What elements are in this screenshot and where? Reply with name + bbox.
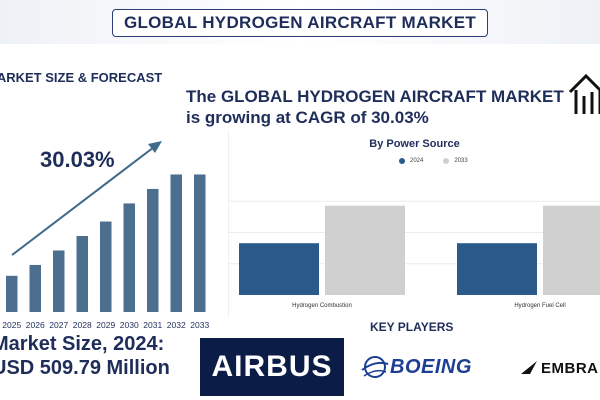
year-tick-label: 2027 — [49, 320, 69, 330]
page-title: GLOBAL HYDROGEN AIRCRAFT MARKET — [112, 9, 488, 37]
legend-label-2033: 2033 — [454, 158, 468, 164]
power-bar-2024 — [457, 243, 537, 295]
embraer-emblem-icon — [521, 361, 537, 374]
power-source-chart: Hydrogen Combustion Hydrogen Fuel Cell — [229, 200, 600, 309]
year-tick-label: 2029 — [96, 320, 116, 330]
boeing-wordmark: BOEING — [390, 355, 472, 378]
power-source-panel: By Power Source 2024 2033 Hydrogen Combu… — [228, 130, 600, 318]
year-tick-label: 2031 — [143, 320, 163, 330]
legend-item-2024: 2024 — [399, 158, 423, 164]
chart-title: By Power Source — [369, 138, 460, 150]
power-bar-2024 — [239, 243, 319, 295]
year-tick-label: 2026 — [25, 320, 45, 330]
embraer-wordmark: EMBRA — [541, 359, 599, 377]
category-label: Hydrogen Fuel Cell — [514, 303, 565, 309]
growth-chart — [6, 141, 206, 312]
year-tick-label: 2028 — [72, 320, 92, 330]
legend-item-2033: 2033 — [443, 158, 468, 164]
year-tick-label: 2030 — [119, 320, 139, 330]
year-axis: 2025 2026 2027 2028 2029 2030 2031 2032 2033 — [0, 320, 215, 334]
growth-bar — [6, 275, 18, 312]
key-players-heading: KEY PLAYERS — [370, 320, 454, 334]
legend-swatch-2024 — [399, 158, 405, 164]
market-size-heading: MARKET SIZE & FORECAST — [0, 70, 163, 85]
year-tick-label: 2032 — [166, 320, 186, 330]
headline-text: The GLOBAL HYDROGEN AIRCRAFT MARKET is g… — [186, 87, 564, 127]
boeing-logo: BOEING — [360, 345, 490, 389]
power-bar-2033 — [325, 205, 405, 295]
cagr-label: 30.03% — [40, 147, 115, 172]
growth-bar — [147, 188, 159, 312]
power-bar-2033 — [543, 205, 600, 295]
year-tick-label: 2033 — [190, 320, 210, 330]
legend-label-2024: 2024 — [410, 158, 424, 164]
legend-swatch-2033 — [443, 158, 450, 164]
growth-arrow-icon — [11, 143, 159, 256]
growth-bar — [170, 174, 182, 312]
house-chart-icon — [568, 73, 600, 114]
growth-bar — [53, 250, 65, 312]
title-bar: GLOBAL HYDROGEN AIRCRAFT MARKET — [0, 0, 600, 44]
market-size-value: USD 509.79 Million — [0, 357, 170, 379]
growth-bar — [76, 236, 88, 312]
chart-legend: 2024 2033 — [399, 158, 468, 164]
year-tick-label: 2025 — [2, 320, 22, 330]
growth-bar — [123, 203, 135, 312]
growth-arrow-head-icon — [148, 141, 162, 153]
boeing-emblem-icon — [361, 356, 389, 378]
category-label: Hydrogen Combustion — [292, 303, 352, 309]
growth-bar — [29, 264, 41, 312]
growth-bar — [194, 174, 206, 312]
market-size-label: Market Size, 2024: — [0, 333, 165, 355]
growth-bar — [100, 221, 112, 312]
embraer-logo: EMBRA — [520, 350, 600, 386]
airbus-logo: AIRBUS — [200, 338, 344, 396]
